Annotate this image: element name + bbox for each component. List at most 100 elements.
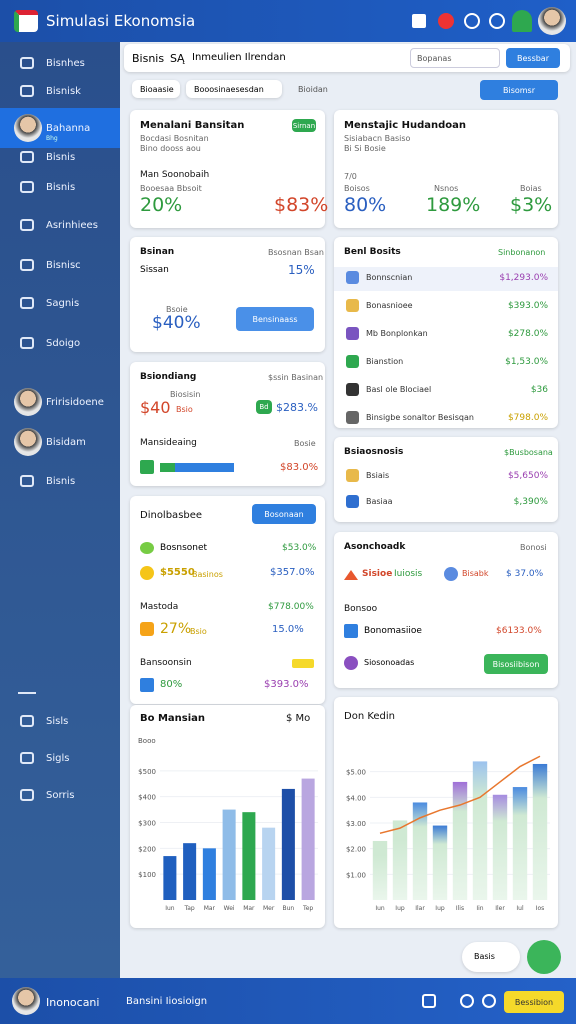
- icon: [346, 383, 359, 396]
- bar: [492, 794, 508, 900]
- value: $357.0%: [270, 567, 315, 578]
- row-label: Basl ole Blociael: [366, 385, 432, 394]
- row-label: Mb Bonplonkan: [366, 329, 428, 338]
- y-tick-label: $3.00: [346, 820, 366, 828]
- button[interactable]: Bensinaass: [236, 307, 314, 331]
- label: Man Soonobaih: [140, 170, 210, 180]
- sidebar-label: Bisnis: [46, 181, 76, 193]
- sidebar-item[interactable]: Sagnis: [0, 286, 120, 320]
- sidebar-item[interactable]: Sorris: [0, 778, 120, 812]
- sidebar-item[interactable]: Bisidam: [0, 425, 120, 459]
- card-title: Menstajic Hudandoan: [344, 120, 467, 131]
- sidebar-item[interactable]: Bahanna Bhg: [0, 108, 120, 148]
- icon[interactable]: [438, 13, 454, 29]
- search[interactable]: Bopanas: [410, 48, 500, 68]
- icon: [20, 789, 34, 801]
- filter[interactable]: Booosinaesesdan: [186, 80, 282, 98]
- icon[interactable]: [489, 13, 505, 29]
- icon[interactable]: [422, 994, 436, 1008]
- x-tick-label: Mer: [263, 905, 275, 912]
- label: Bsio: [190, 627, 207, 636]
- x-tick-label: Ilar: [415, 905, 425, 912]
- icon[interactable]: [412, 14, 426, 28]
- x-tick-label: Iun: [165, 905, 175, 912]
- icon[interactable]: [464, 13, 480, 29]
- card-sub: Bocdasi Bosnitan: [140, 134, 209, 143]
- icon[interactable]: [512, 10, 532, 32]
- value: 15%: [288, 263, 315, 277]
- label: 7/0: [344, 172, 357, 181]
- row-value: $798.0%: [507, 413, 548, 423]
- x-tick-label: Tap: [184, 905, 195, 912]
- icon: [346, 495, 359, 508]
- icon: [20, 85, 34, 97]
- row-value: $5,650%: [507, 471, 548, 481]
- sidebar-item[interactable]: Sisls: [0, 704, 120, 738]
- tab[interactable]: Bisnis: [132, 52, 165, 65]
- button[interactable]: Bisosiibison: [484, 654, 548, 674]
- sidebar-item[interactable]: Bisnis: [0, 140, 120, 174]
- sidebar-label: Sagnis: [46, 297, 80, 309]
- sidebar-item[interactable]: Sigls: [0, 741, 120, 775]
- icon: [346, 469, 359, 482]
- card-sub: Bino dooss aou: [140, 144, 201, 153]
- card-sub: Bonosi: [520, 543, 547, 552]
- top-bar: Simulasi Ekonomsia: [0, 0, 576, 42]
- value: $83%: [274, 194, 329, 216]
- tab[interactable]: SĄ: [170, 52, 185, 65]
- label: Bansoonsin: [140, 658, 192, 668]
- x-tick-label: Tep: [302, 905, 313, 912]
- icon: [346, 355, 359, 368]
- sidebar-item[interactable]: Bisnhes: [0, 46, 120, 80]
- sidebar-item[interactable]: Fririsidoene: [0, 385, 120, 419]
- sidebar-label: Bisnis: [46, 475, 76, 487]
- float-button[interactable]: Basis: [462, 942, 520, 972]
- chart-card: Don Kedin $1.00 $2.00 $3.00 $4.00 $5.00 Iun Iu…: [334, 697, 558, 928]
- card: Dinolbasbee Bosonaan Bosnsonet $53.0% $5…: [130, 496, 325, 704]
- icon: [20, 219, 34, 231]
- bar: [412, 802, 428, 900]
- icon: [444, 567, 458, 581]
- y-tick-label: $5.00: [346, 769, 366, 777]
- sidebar-item[interactable]: Bisnis: [0, 464, 120, 498]
- icon: [20, 715, 34, 727]
- card-sub: $Busbosana: [504, 448, 553, 457]
- sidebar-item[interactable]: Bisnisk: [0, 74, 120, 108]
- x-tick-label: Iup: [435, 905, 445, 912]
- button[interactable]: Bosonaan: [252, 504, 316, 524]
- filter[interactable]: Bioidan: [298, 85, 328, 94]
- sidebar-item[interactable]: Bisnisc: [0, 248, 120, 282]
- value: $ 37.0%: [506, 569, 544, 579]
- sidebar-item[interactable]: Bisnis: [0, 170, 120, 204]
- label: Bosnsonet: [160, 543, 208, 553]
- label: Bosie: [294, 439, 316, 448]
- footer-button[interactable]: Bessibion: [504, 991, 564, 1013]
- card: Bsiondiang $ssin Basinan Biosisin $40 Bs…: [130, 362, 325, 486]
- row-label: Bonasnioee: [366, 301, 413, 310]
- sidebar-label: Asrinhiees: [46, 219, 98, 231]
- icon[interactable]: [460, 994, 474, 1008]
- row-label: Bonnscnian: [366, 273, 413, 282]
- bar: [183, 843, 197, 900]
- sidebar-item[interactable]: Asrinhiees: [0, 208, 120, 242]
- icon: [346, 271, 359, 284]
- filter-bar: Bioaasie Booosinaesesdan Bioidan Bisomsr: [124, 76, 570, 102]
- button[interactable]: Bisomsr: [480, 80, 558, 100]
- bar: [301, 778, 315, 900]
- card-title: Benl Bosits: [344, 247, 401, 257]
- fab[interactable]: [527, 940, 561, 974]
- icon: [346, 299, 359, 312]
- card-title: Menalani Bansitan: [140, 120, 245, 131]
- icon: [344, 656, 358, 670]
- badge: Sirnan: [292, 119, 316, 132]
- button[interactable]: Bessbar: [506, 48, 560, 68]
- icon: [20, 752, 34, 764]
- sidebar-item[interactable]: Sdoigo: [0, 326, 120, 360]
- value: $393.0%: [264, 679, 309, 690]
- filter[interactable]: Bioaasie: [132, 80, 180, 98]
- icon[interactable]: [482, 994, 496, 1008]
- avatar[interactable]: [538, 7, 566, 35]
- card-sub: Bi Si Bosie: [344, 144, 386, 153]
- chart-title: Bo Mansian: [140, 713, 206, 724]
- sidebar-label: Sorris: [46, 789, 75, 801]
